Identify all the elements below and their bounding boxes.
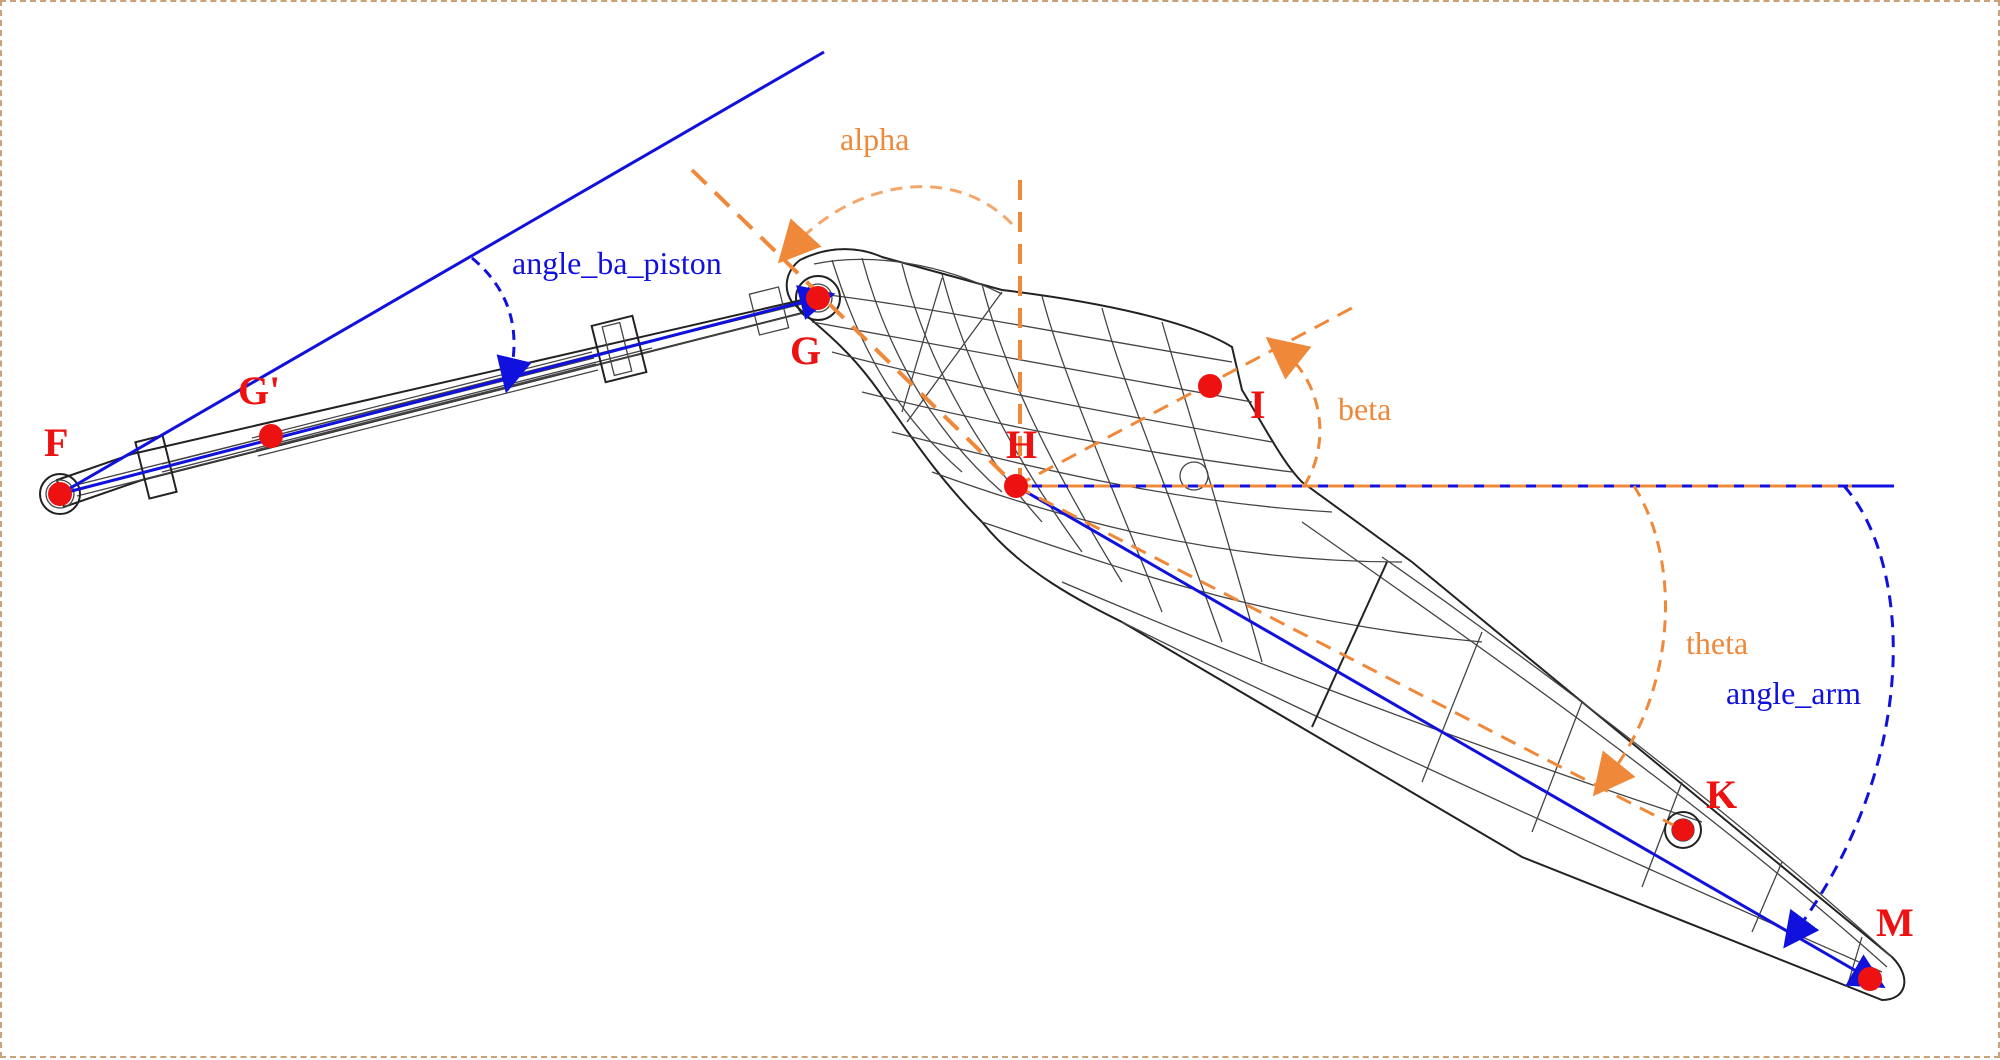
theta-ref-line (1015, 484, 1684, 832)
label-F: F (44, 420, 68, 465)
label-K: K (1706, 772, 1737, 817)
point-G-prime (259, 424, 283, 448)
beta-ref-line (1015, 306, 1353, 488)
point-K (1672, 819, 1694, 841)
piston-axis-line (59, 285, 836, 496)
label-angle-ba-piston: angle_ba_piston (512, 245, 722, 281)
label-M: M (1876, 900, 1914, 945)
label-G: G (790, 328, 821, 373)
point-H (1004, 474, 1028, 498)
alpha-ref-line (690, 168, 1018, 488)
label-alpha: alpha (840, 121, 909, 157)
point-F (48, 482, 72, 506)
theta-arc (1592, 485, 1667, 797)
point-G (806, 286, 830, 310)
arm-axis-line (1015, 484, 1886, 988)
points (48, 286, 1882, 991)
alpha-arc (777, 185, 1014, 264)
point-I (1198, 374, 1222, 398)
orange-construction (690, 168, 1852, 832)
label-angle-arm: angle_arm (1726, 675, 1861, 711)
angle-arm-arc (1783, 485, 1895, 949)
angle-ba-piston-arc (471, 256, 532, 394)
label-H: H (1006, 422, 1037, 467)
labels: F G' G H I K M alpha beta theta angle_ba… (44, 121, 1914, 945)
label-I: I (1250, 382, 1266, 427)
point-M (1858, 967, 1882, 991)
label-beta: beta (1338, 391, 1391, 427)
label-theta: theta (1686, 625, 1748, 661)
reference-line-F (59, 50, 825, 496)
piston-wireframe (39, 286, 817, 515)
label-G-prime: G' (238, 368, 280, 413)
